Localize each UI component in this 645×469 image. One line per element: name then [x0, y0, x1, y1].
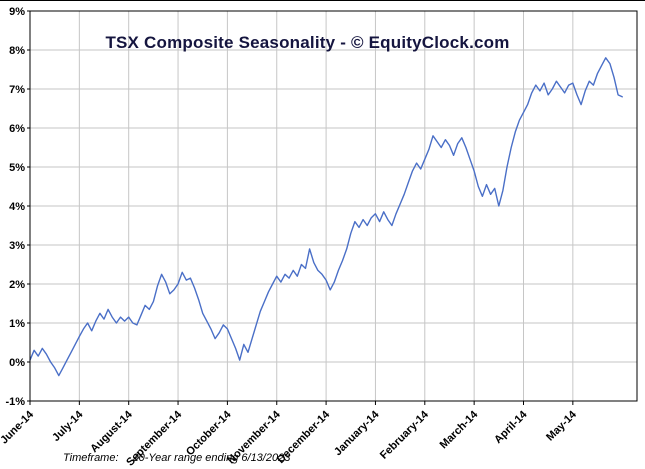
y-tick-label: 0% [9, 357, 25, 369]
timeframe-label: Timeframe: [63, 452, 119, 464]
x-tick-label: October-14 [184, 408, 234, 458]
x-tick-label: June-14 [0, 408, 37, 447]
x-tick-label: February-14 [378, 408, 432, 462]
y-tick-label: 8% [9, 45, 25, 57]
chart-footnote: Timeframe: 20-Year range ending 6/13/2023 [63, 452, 290, 464]
x-tick-label: January-14 [332, 408, 382, 458]
y-tick-label: 6% [9, 123, 25, 135]
x-tick-label: March-14 [438, 408, 481, 451]
x-tick-label: August-14 [88, 408, 135, 455]
y-tick-label: 4% [9, 201, 25, 213]
gridlines [27, 10, 637, 405]
y-axis-labels: 9% 8% 7% 6% 5% 4% 3% 2% 1% 0% -1% [5, 6, 25, 408]
y-tick-label: 3% [9, 240, 25, 252]
y-tick-label: -1% [5, 396, 25, 408]
y-tick-label: 9% [9, 6, 25, 18]
timeframe-value: 20-Year range ending 6/13/2023 [132, 452, 291, 464]
x-tick-label: April-14 [492, 408, 530, 446]
y-tick-label: 2% [9, 279, 25, 291]
y-tick-label: 1% [9, 318, 25, 330]
x-tick-label: May-14 [544, 408, 579, 443]
y-tick-label: 7% [9, 84, 25, 96]
seasonality-line [29, 57, 623, 377]
plot-border [29, 10, 638, 402]
y-tick-label: 5% [9, 162, 25, 174]
x-tick-label: July-14 [50, 408, 86, 444]
